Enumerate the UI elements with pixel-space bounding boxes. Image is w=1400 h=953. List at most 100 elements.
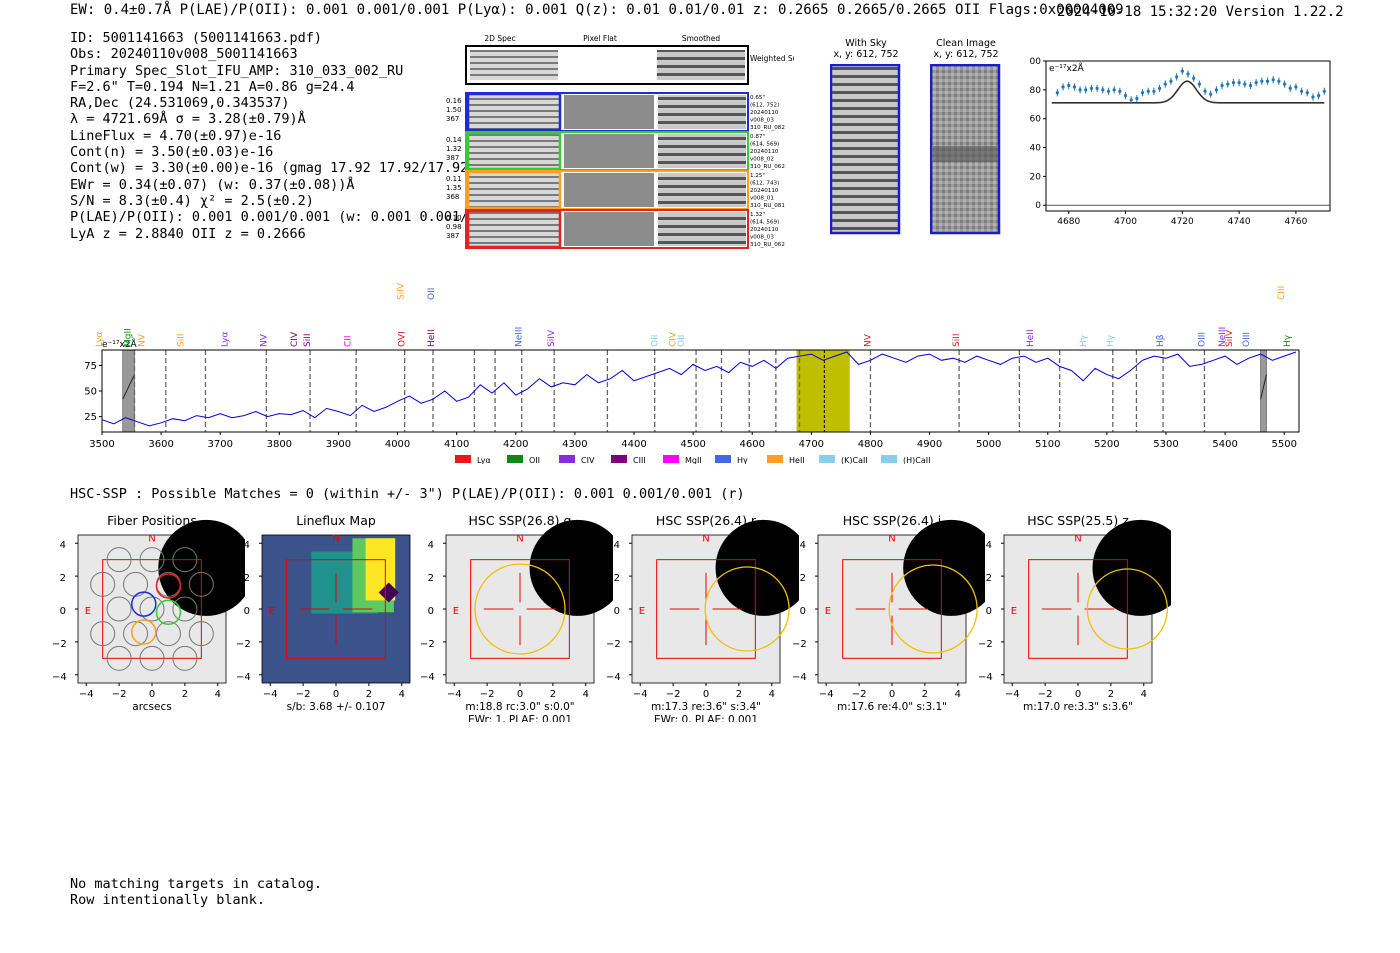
cutout-smoothed: [658, 212, 746, 246]
spectrum-xtick-label: 3500: [89, 439, 114, 450]
spectrum-ytick-label: 25: [84, 412, 97, 423]
spectrum-line-label: NeIII: [515, 327, 525, 347]
cutout-smoothed: [658, 95, 746, 129]
image-panel-xtick-label: 2: [366, 689, 372, 700]
spectrum-line-label: OII: [427, 288, 437, 300]
spectrum-line-label: SiIV: [547, 329, 557, 347]
image-panel-xtick-label: 0: [703, 689, 709, 700]
cutout-pixel-flat: [564, 212, 654, 246]
fit-chart-point: [1226, 82, 1230, 86]
cutout-row-meta: 310_RU_082: [750, 125, 785, 131]
image-panel-ytick-label: −4: [52, 671, 67, 683]
spectrum-xtick-label: 4400: [621, 439, 646, 450]
spectrum-line-label: OII: [651, 335, 661, 347]
image-panel-xtick-label: −2: [480, 689, 495, 700]
image-panel-xtick-label: −2: [296, 689, 311, 700]
with-sky-coords: x, y: 612, 752: [833, 49, 899, 60]
with-sky-title: With Sky: [845, 38, 887, 49]
spectrum-line-label: NV: [259, 333, 269, 347]
spectrum-line-label: CIV: [668, 331, 678, 347]
image-panel-ytick-label: 4: [59, 540, 66, 551]
image-panel: HSC SSP(26.8) g N E −4 −2 0 2 4 m:18.8 rc:3.0" s…: [443, 513, 613, 722]
fit-chart-point: [1214, 88, 1218, 92]
ellipse-aperture: [888, 564, 978, 654]
cutout-row-stat: 1.50: [446, 106, 462, 114]
fit-chart-point: [1248, 83, 1253, 88]
spectrum-xtick-label: 5300: [1153, 439, 1178, 450]
cutout-row-meta: 20240110: [750, 227, 779, 233]
fit-chart-point: [1260, 79, 1264, 83]
clean-image-title: Clean Image: [936, 38, 996, 49]
fit-chart-point: [1078, 88, 1082, 92]
spectrum-line-label: SiII: [177, 333, 187, 347]
fit-chart-ylabel: e⁻¹⁷x2Å: [1049, 62, 1085, 74]
cutout-row-meta: 1.32": [750, 212, 765, 218]
image-panel-ytick-label: −4: [978, 671, 993, 683]
east-label: E: [85, 606, 91, 617]
spectrum-line-label: SiIV: [1225, 329, 1235, 347]
spectrum-xtick-label: 3900: [326, 439, 351, 450]
cutout-row-meta: (614, 569): [750, 220, 779, 226]
fit-chart-point: [1294, 85, 1298, 89]
image-panel-ytick-label: 0: [985, 605, 992, 617]
cutout-row-meta: 20240110: [750, 188, 779, 194]
fit-chart-point: [1106, 89, 1111, 93]
image-panel-ytick-labels: 4 2 0 −2 −4: [792, 530, 807, 695]
fiber-circle: [188, 571, 214, 597]
fit-chart-point: [1123, 94, 1128, 98]
image-panel-xtick-label: −2: [1038, 689, 1053, 700]
fit-chart-frame: [1045, 60, 1331, 212]
spectrum-line-label: Hβ: [1156, 334, 1166, 347]
fit-chart-point: [1101, 88, 1105, 92]
ellipse-aperture: [474, 563, 566, 655]
image-panel-ytick-label: −2: [978, 638, 993, 650]
spectrum-legend-label: (H)CaII: [903, 456, 930, 464]
fit-chart-point: [1209, 92, 1213, 96]
fit-chart-point: [1288, 86, 1292, 91]
image-panel-xtick-label: −4: [79, 689, 94, 700]
cutout-row-stat: 368: [446, 193, 459, 201]
image-panel-ytick-label: −4: [420, 671, 435, 683]
image-panel-xtick-label: 2: [922, 689, 928, 700]
cutout-row-meta: (612, 743): [750, 181, 779, 187]
cutout-row-meta: v008_01: [750, 196, 774, 202]
info-lineflux: LineFlux = 4.70(±0.97)e-16: [70, 127, 282, 144]
fiber-circle: [172, 547, 198, 573]
image-panel-ytick-label: −4: [792, 671, 807, 683]
fit-chart-point: [1067, 83, 1071, 88]
spectrum-line-label: CII: [343, 335, 353, 347]
spectrum-line-label: OIII: [1197, 332, 1207, 347]
spectrum-line-label: CIV: [290, 331, 300, 347]
fit-chart-ytick-label: 60: [1030, 115, 1041, 125]
spectrum-legend-swatch: [767, 455, 783, 463]
north-label: N: [148, 534, 155, 545]
image-panel-xtick-label: 4: [399, 689, 405, 700]
east-label: E: [825, 606, 831, 617]
fit-chart-point: [1203, 89, 1207, 93]
fit-chart-point: [1317, 94, 1321, 98]
fit-chart-point: [1152, 89, 1156, 93]
fit-chart-model-line: [1051, 80, 1325, 104]
aperture-box: [656, 559, 756, 659]
fiber-circle: [172, 645, 198, 671]
spectrum-line-label: NV: [138, 333, 148, 347]
image-panel-ytick-label: 4: [613, 540, 620, 551]
image-panel-xtick-label: 2: [1108, 689, 1114, 700]
fit-chart-point: [1158, 86, 1162, 91]
cutout-col-header: 2D Spec: [484, 34, 515, 43]
fit-chart-point: [1220, 83, 1224, 88]
cutout-2d-spec: [466, 209, 562, 249]
lineflux-map-hotspot: [378, 582, 399, 603]
spectrum-xtick-label: 5100: [1035, 439, 1060, 450]
spectrum-xtick-label: 5200: [1094, 439, 1119, 450]
aperture-box: [842, 559, 942, 659]
image-panel-caption: s/b: 3.68 +/- 0.107: [287, 701, 386, 713]
image-panel-title: Fiber Positions: [107, 513, 197, 528]
image-panel-ytick-label: 0: [427, 605, 434, 617]
spectrum-line-label: OII: [677, 335, 687, 347]
image-panel-caption: arcsecs: [132, 701, 171, 713]
image-panel-ytick-label: 0: [243, 605, 250, 617]
east-label: E: [639, 606, 645, 617]
spectrum-xtick-label: 5000: [976, 439, 1001, 450]
spectrum-xtick-label: 5400: [1212, 439, 1237, 450]
